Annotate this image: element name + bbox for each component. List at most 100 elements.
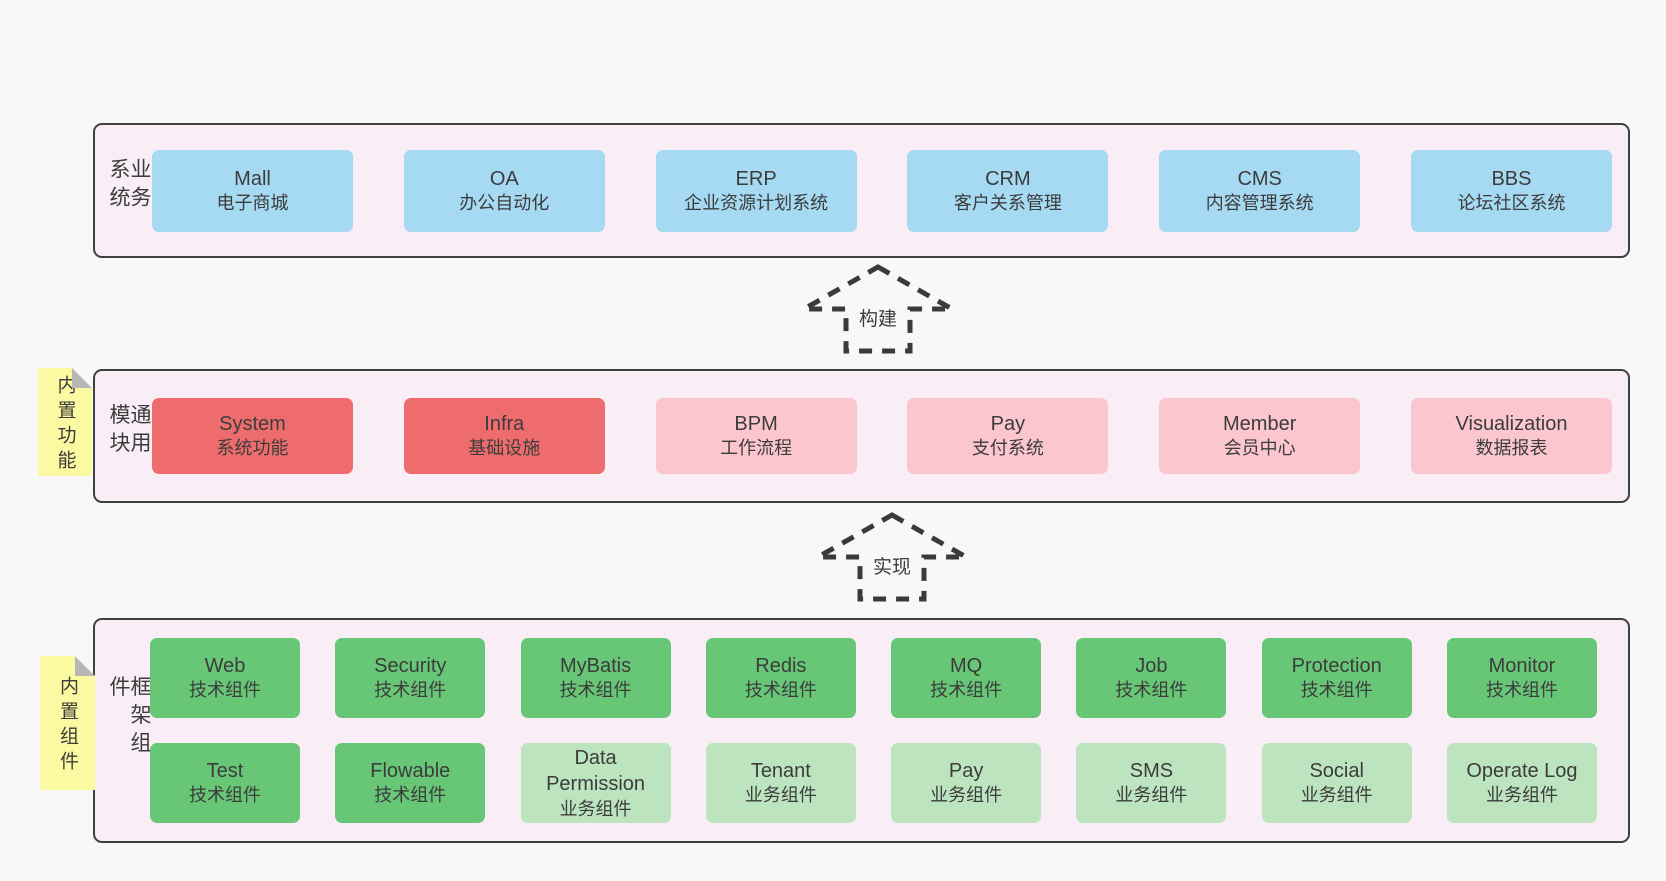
node-data-permission: Data Permission 业务组件 — [520, 743, 671, 823]
sticky-note-text: 内置组件 — [57, 676, 78, 776]
node-title: Pay — [948, 759, 984, 782]
node-cms: CMS 内容管理系统 — [1159, 150, 1361, 232]
node-title: Visualization — [1455, 412, 1568, 435]
node-job: Job 技术组件 — [1076, 638, 1227, 718]
node-subtitle: 客户关系管理 — [953, 193, 1062, 214]
node-title: Social — [1309, 759, 1364, 782]
node-mybatis: MyBatis 技术组件 — [520, 638, 671, 718]
node-tenant: Tenant 业务组件 — [705, 743, 856, 823]
node-title: Mall — [234, 167, 271, 190]
node-title: Security — [374, 654, 447, 677]
node-subtitle: 支付系统 — [971, 438, 1044, 459]
node-visualization: Visualization 数据报表 — [1410, 398, 1612, 474]
node-title: OA — [489, 167, 519, 190]
up-arrow-icon — [800, 264, 956, 354]
node-monitor: Monitor 技术组件 — [1446, 638, 1597, 718]
band-framework-components: 框架组件 Web 技术组件 Security 技术组件 MyBatis 技术组件… — [93, 618, 1630, 843]
node-subtitle: 电子商城 — [216, 193, 289, 214]
node-title: System — [219, 412, 286, 435]
node-bpm: BPM 工作流程 — [655, 398, 857, 474]
node-title: Flowable — [370, 759, 451, 782]
component-nodes-row-2: Test 技术组件 Flowable 技术组件 Data Permission … — [150, 743, 1597, 823]
business-nodes-row: Mall 电子商城 OA 办公自动化 ERP 企业资源计划系统 CRM 客户关系… — [152, 150, 1612, 232]
node-title: Protection — [1291, 654, 1382, 677]
band-label-framework-components: 框架组件 — [107, 675, 151, 760]
node-subtitle: 技术组件 — [189, 785, 261, 806]
node-subtitle: 技术组件 — [559, 680, 632, 701]
node-pay-component: Pay 业务组件 — [891, 743, 1042, 823]
node-subtitle: 内容管理系统 — [1205, 193, 1314, 214]
node-title: BPM — [734, 412, 778, 435]
build-arrow-label: 构建 — [854, 303, 902, 332]
band-label-business-systems: 业务系统 — [107, 157, 151, 214]
node-bbs: BBS 论坛社区系统 — [1410, 150, 1612, 232]
node-subtitle: 数据报表 — [1475, 438, 1548, 459]
node-social: Social 业务组件 — [1261, 743, 1412, 823]
up-arrow-icon — [814, 512, 970, 602]
folded-corner-icon — [75, 656, 95, 676]
build-arrow: 构建 — [800, 263, 956, 355]
band-business-systems: 业务系统 Mall 电子商城 OA 办公自动化 ERP 企业资源计划系统 CRM… — [93, 123, 1630, 258]
node-title: Data Permission — [546, 746, 646, 796]
sticky-note-text: 内置功能 — [54, 375, 76, 475]
node-title: Member — [1223, 412, 1297, 435]
node-oa: OA 办公自动化 — [403, 150, 605, 232]
node-subtitle: 业务组件 — [1300, 785, 1373, 806]
node-title: CMS — [1237, 167, 1282, 190]
node-flowable: Flowable 技术组件 — [335, 743, 486, 823]
node-subtitle: 工作流程 — [720, 438, 793, 459]
node-title: MQ — [950, 654, 983, 677]
node-subtitle: 办公自动化 — [459, 193, 550, 214]
node-system: System 系统功能 — [152, 398, 353, 474]
node-title: Monitor — [1488, 654, 1556, 677]
node-title: Web — [204, 654, 246, 677]
node-title: ERP — [735, 167, 777, 190]
node-title: SMS — [1129, 759, 1174, 782]
node-security: Security 技术组件 — [335, 638, 486, 718]
node-subtitle: 会员中心 — [1223, 438, 1296, 459]
node-subtitle: 论坛社区系统 — [1457, 193, 1566, 214]
node-subtitle: 技术组件 — [374, 680, 447, 701]
implement-arrow: 实现 — [814, 511, 970, 603]
node-test: Test 技术组件 — [150, 743, 300, 823]
node-subtitle: 技术组件 — [1485, 680, 1558, 701]
node-mq: MQ 技术组件 — [891, 638, 1042, 718]
sticky-note-built-in-features: 内置功能 — [38, 368, 92, 476]
node-operate-log: Operate Log 业务组件 — [1446, 743, 1597, 823]
node-member: Member 会员中心 — [1159, 398, 1361, 474]
node-title: Redis — [755, 654, 807, 677]
module-nodes-row: System 系统功能 Infra 基础设施 BPM 工作流程 Pay 支付系统… — [152, 398, 1612, 474]
node-subtitle: 业务组件 — [559, 798, 632, 819]
node-subtitle: 业务组件 — [1485, 785, 1558, 806]
node-infra: Infra 基础设施 — [403, 398, 605, 474]
node-title: Operate Log — [1466, 759, 1578, 782]
band-common-modules: 通用模块 System 系统功能 Infra 基础设施 BPM 工作流程 Pay… — [93, 369, 1630, 503]
node-pay: Pay 支付系统 — [907, 398, 1109, 474]
implement-arrow-label: 实现 — [868, 551, 916, 580]
node-title: Tenant — [750, 759, 811, 782]
sticky-note-built-in-components: 内置组件 — [40, 656, 95, 790]
node-subtitle: 技术组件 — [930, 680, 1003, 701]
node-subtitle: 业务组件 — [1115, 785, 1188, 806]
component-nodes-row-1: Web 技术组件 Security 技术组件 MyBatis 技术组件 Redi… — [150, 638, 1597, 718]
node-subtitle: 业务组件 — [930, 785, 1003, 806]
node-web: Web 技术组件 — [150, 638, 300, 718]
node-subtitle: 技术组件 — [1115, 680, 1188, 701]
node-mall: Mall 电子商城 — [152, 150, 353, 232]
node-subtitle: 业务组件 — [744, 785, 817, 806]
node-erp: ERP 企业资源计划系统 — [655, 150, 857, 232]
node-subtitle: 技术组件 — [744, 680, 817, 701]
node-subtitle: 企业资源计划系统 — [684, 193, 829, 214]
node-subtitle: 系统功能 — [216, 438, 289, 459]
node-subtitle: 技术组件 — [189, 680, 261, 701]
node-subtitle: 技术组件 — [374, 785, 447, 806]
node-redis: Redis 技术组件 — [705, 638, 856, 718]
node-title: Job — [1135, 654, 1168, 677]
node-crm: CRM 客户关系管理 — [907, 150, 1109, 232]
node-sms: SMS 业务组件 — [1076, 743, 1227, 823]
node-title: BBS — [1491, 167, 1532, 190]
folded-corner-icon — [72, 368, 92, 388]
band-label-common-modules: 通用模块 — [107, 403, 151, 460]
node-title: Test — [206, 759, 244, 782]
